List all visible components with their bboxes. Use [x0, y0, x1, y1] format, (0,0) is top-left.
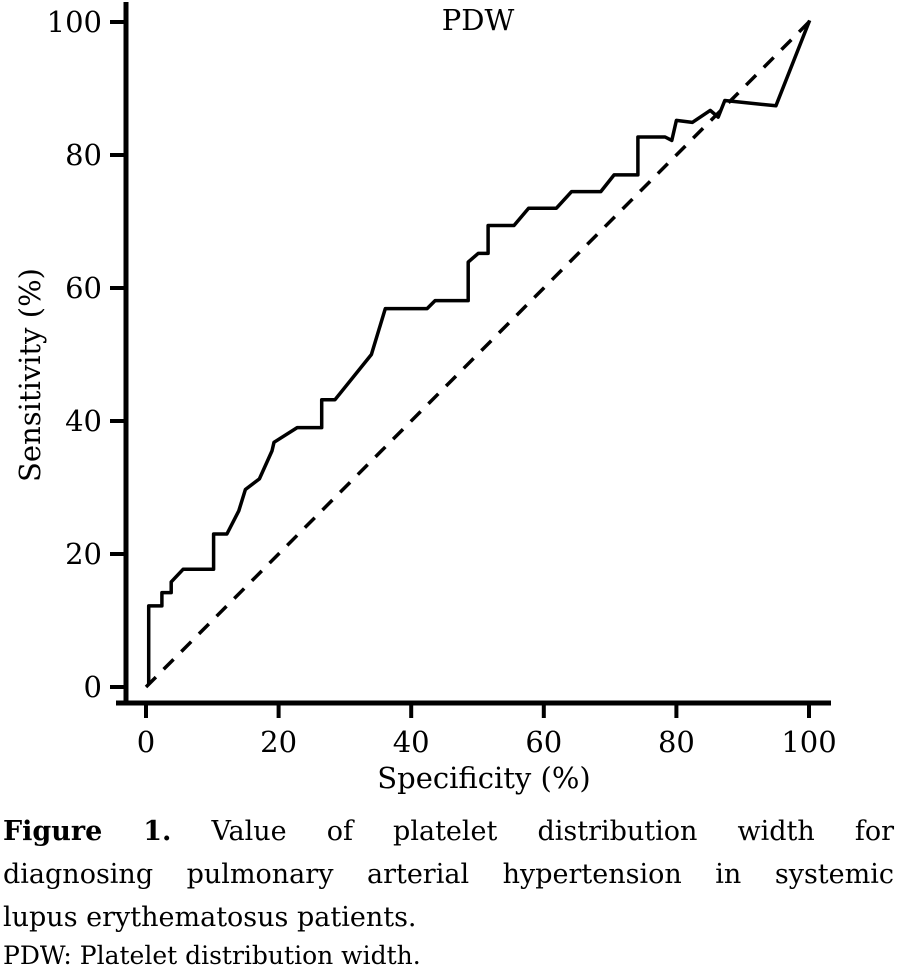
caption-line-1: Figure 1. Value of platelet distribution… [3, 810, 894, 853]
x-tick-label: 40 [393, 725, 430, 759]
figure-footnote: PDW: Platelet distribution width. [3, 941, 421, 970]
y-axis-label: Sensitivity (%) [13, 268, 47, 482]
y-tick-label: 100 [47, 5, 102, 39]
x-tick-label: 80 [658, 725, 695, 759]
caption-line-1-text: Value of platelet distribution width for [211, 816, 895, 847]
chart-title: PDW [442, 3, 515, 37]
roc-curve-pdw [146, 19, 812, 685]
caption-line-3: lupus erythematosus patients. [3, 902, 417, 933]
axes: 0 20 40 60 80 100 0 20 40 60 80 100 [47, 2, 837, 759]
x-tick-label: 100 [781, 725, 836, 759]
x-tick-label: 20 [260, 725, 297, 759]
x-tick-label: 60 [525, 725, 562, 759]
y-tick-label: 40 [65, 404, 102, 438]
caption-line-2: diagnosing pulmonary arterial hypertensi… [3, 859, 894, 890]
caption-label: Figure 1. [3, 816, 172, 847]
roc-chart: 0 20 40 60 80 100 0 20 40 60 80 100 PDW Specificity… [13, 2, 837, 795]
figure-caption: Figure 1. Value of platelet distribution… [0, 810, 900, 939]
x-axis-label: Specificity (%) [377, 761, 590, 795]
y-tick-label: 80 [65, 138, 102, 172]
x-tick-label: 0 [137, 725, 155, 759]
y-tick-label: 0 [84, 670, 102, 704]
y-tick-label: 20 [65, 537, 102, 571]
y-tick-label: 60 [65, 271, 102, 305]
reference-diagonal-line [144, 20, 811, 689]
